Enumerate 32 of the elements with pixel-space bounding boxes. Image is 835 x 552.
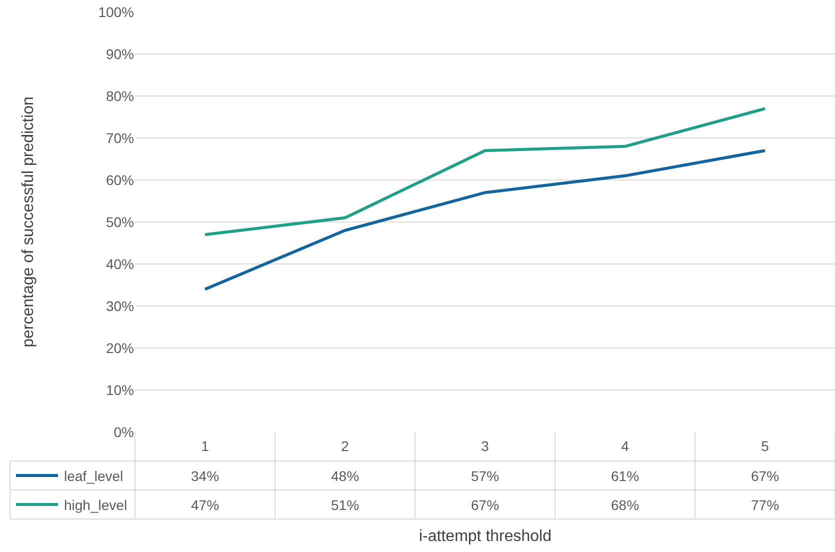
- data-label: 61%: [611, 468, 640, 484]
- line-series: [204, 107, 766, 236]
- x-tick-label: 1: [201, 438, 210, 454]
- y-tick-label: 50%: [106, 214, 134, 230]
- y-tick-label: 40%: [106, 256, 134, 272]
- x-tick-label: 4: [621, 438, 630, 454]
- data-label: 47%: [191, 497, 220, 513]
- data-label: 67%: [751, 468, 780, 484]
- x-axis-title: i-attempt threshold: [419, 528, 552, 545]
- y-axis-title: percentage of successful prediction: [20, 96, 38, 348]
- x-tick-label: 2: [341, 438, 350, 454]
- data-label: 68%: [611, 497, 640, 513]
- y-tick-label: 10%: [106, 382, 134, 398]
- data-label: 77%: [751, 497, 780, 513]
- y-tick-label: 0%: [114, 424, 134, 440]
- y-tick-label: 30%: [106, 298, 134, 314]
- x-tick-label: 5: [761, 438, 770, 454]
- legend-label: high_level: [64, 497, 128, 513]
- y-tick-label: 80%: [106, 88, 134, 104]
- y-tick-label: 90%: [106, 46, 134, 62]
- data-label: 67%: [471, 497, 500, 513]
- data-label: 51%: [331, 497, 360, 513]
- data-label: 34%: [191, 468, 220, 484]
- line-series: [204, 149, 766, 291]
- data-label: 57%: [471, 468, 500, 484]
- x-tick-label: 3: [481, 438, 490, 454]
- data-label: 48%: [331, 468, 360, 484]
- y-tick-label: 60%: [106, 172, 134, 188]
- legend-label: leaf_level: [64, 468, 124, 484]
- y-tick-label: 100%: [98, 4, 134, 20]
- y-tick-label: 70%: [106, 130, 134, 146]
- y-tick-label: 20%: [106, 340, 134, 356]
